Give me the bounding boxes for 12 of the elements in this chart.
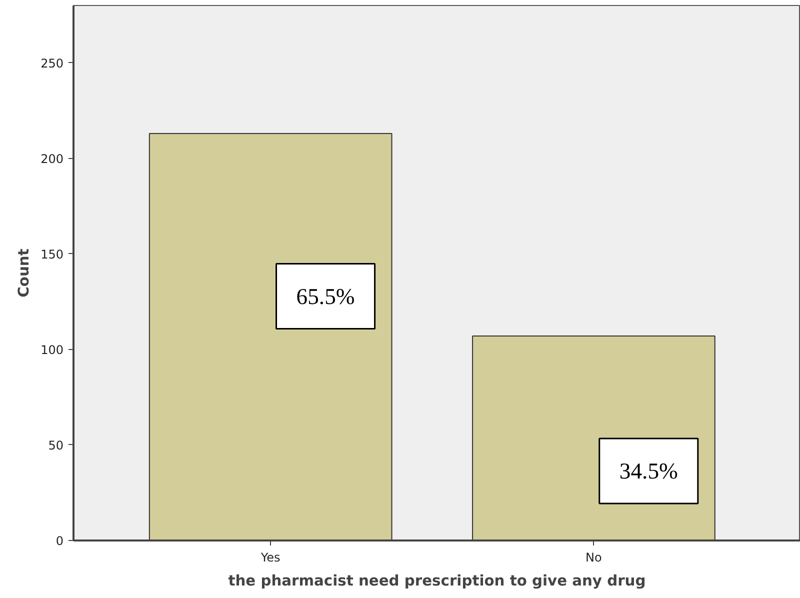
x-tick-label: Yes (260, 550, 280, 564)
y-tick-label: 250 (40, 56, 64, 70)
x-axis-title: the pharmacist need prescription to give any drug (228, 572, 646, 590)
y-axis-title: Count (16, 248, 33, 298)
annotation: 34.5% (619, 458, 678, 484)
y-tick-label: 50 (48, 438, 64, 452)
y-tick-label: 100 (40, 342, 64, 357)
y-tick-label: 0 (56, 534, 64, 548)
x-tick-label: No (586, 550, 602, 564)
y-tick-label: 200 (40, 152, 64, 166)
annotation: 65.5% (296, 284, 355, 309)
y-tick-label: 150 (40, 247, 64, 262)
